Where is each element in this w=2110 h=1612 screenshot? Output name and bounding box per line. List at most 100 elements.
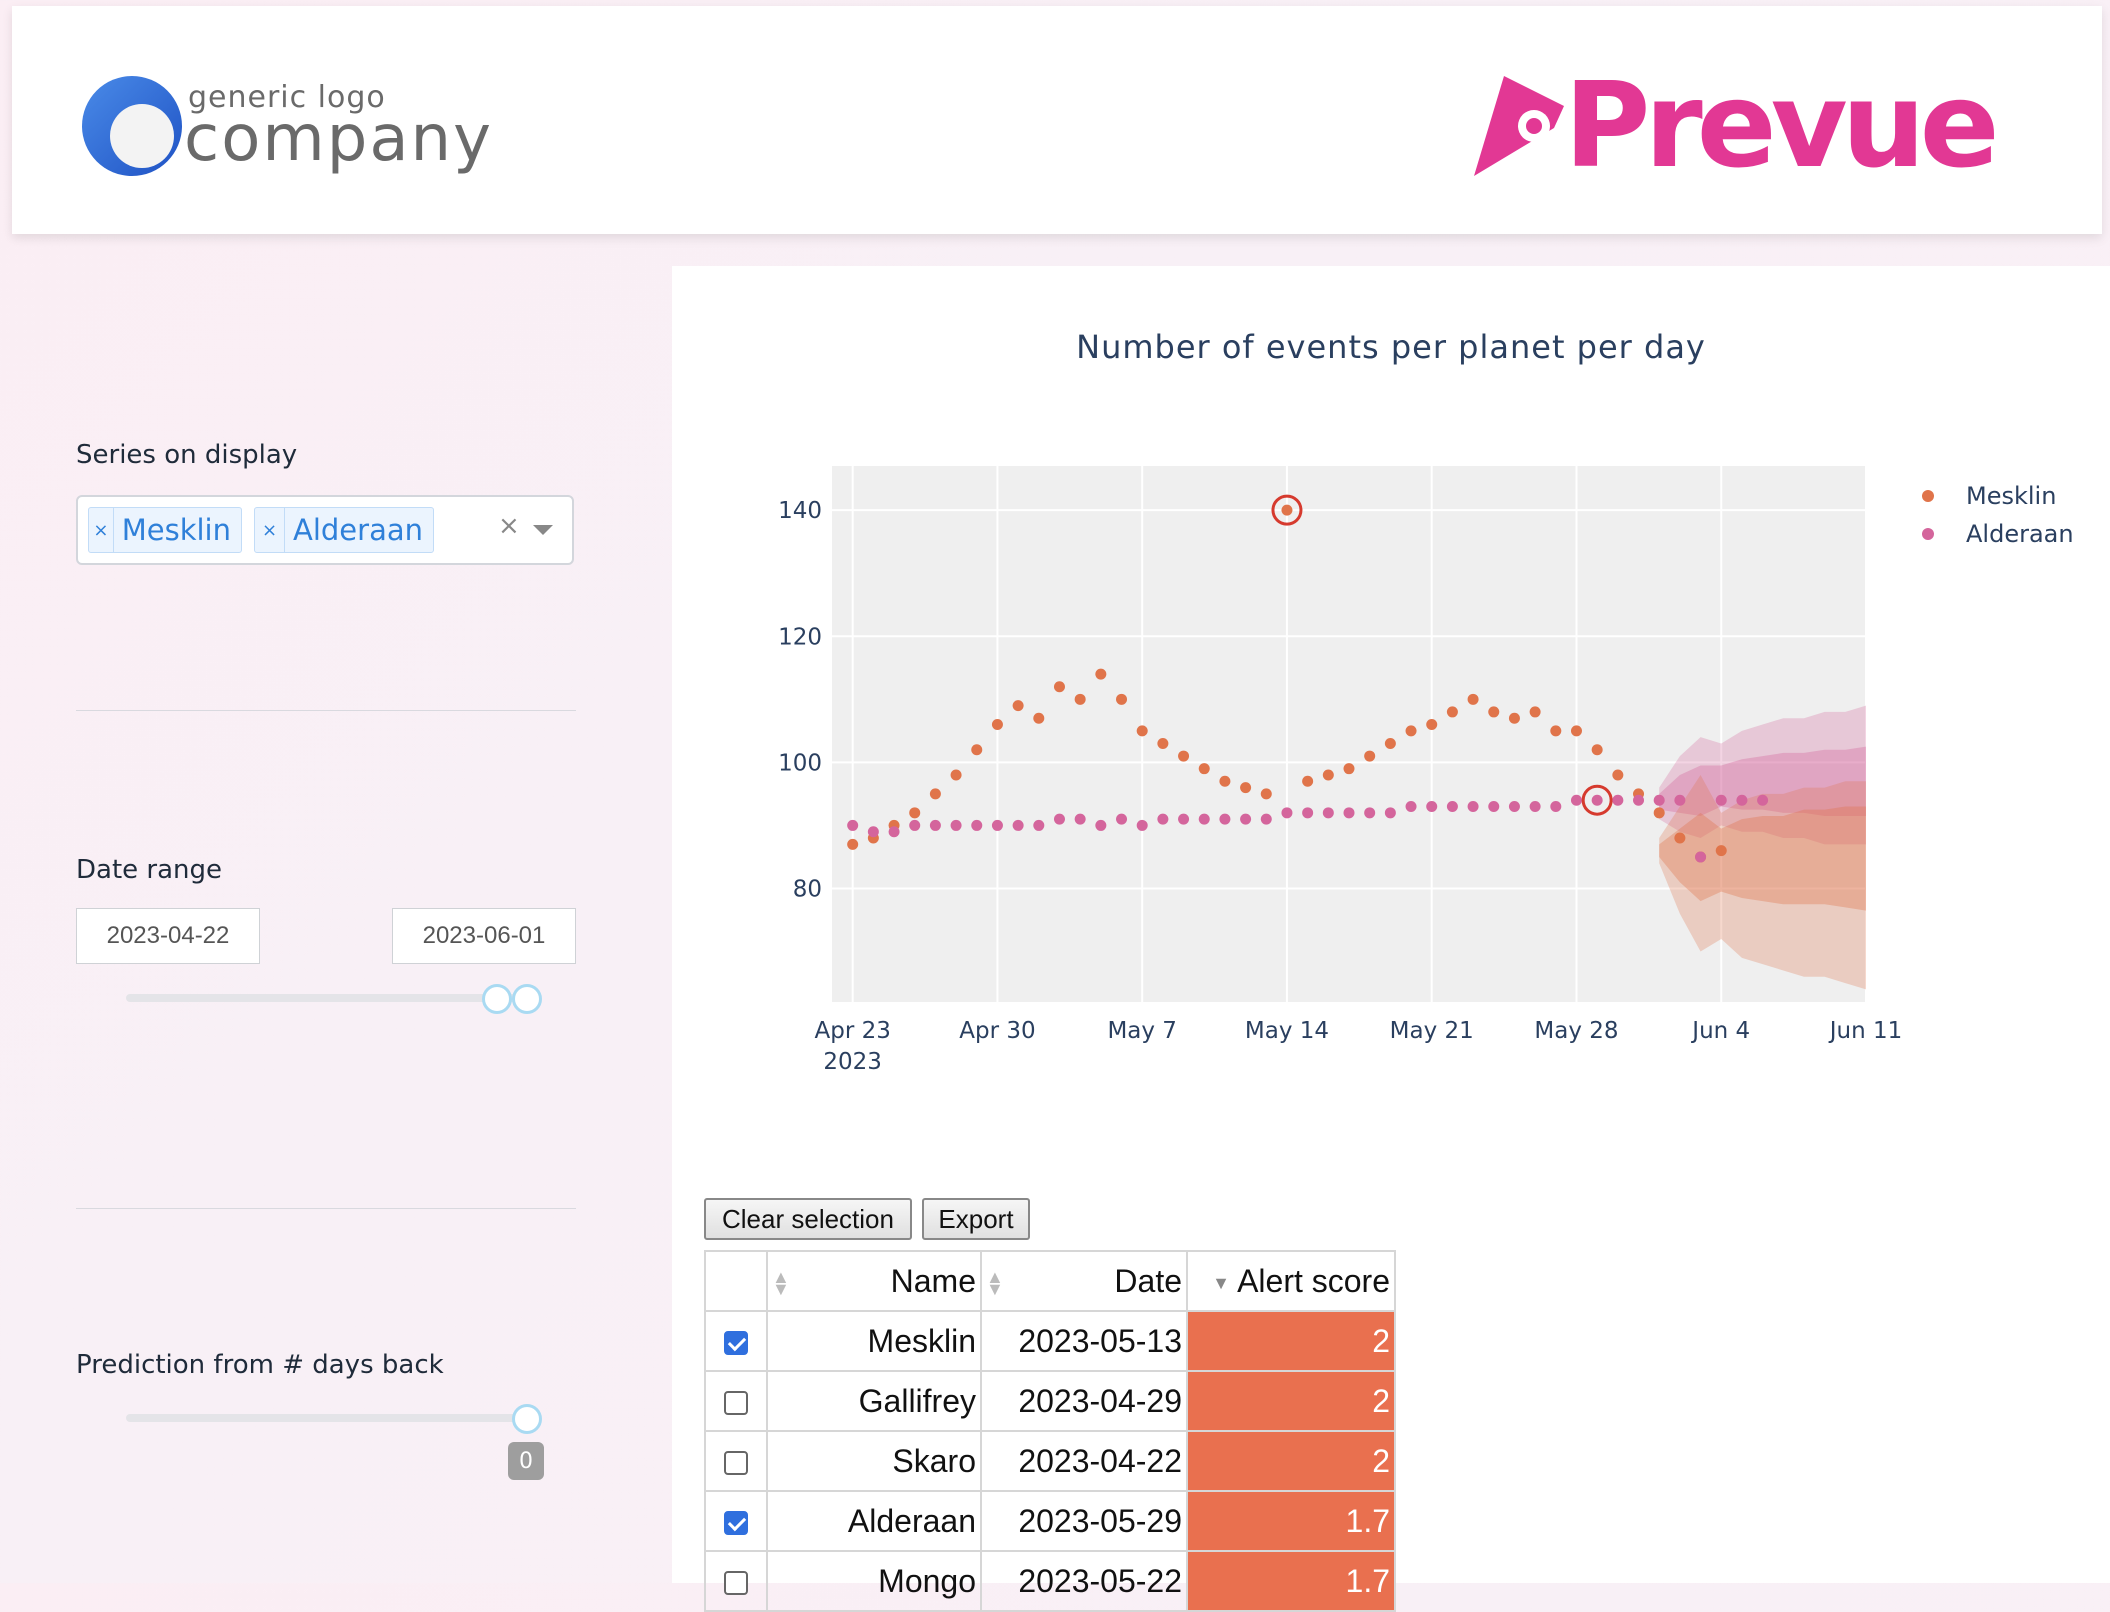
date-range-label: Date range [76,855,223,885]
data-point [1343,763,1355,775]
legend-label: Alderaan [1966,520,2074,548]
data-point [1157,737,1169,749]
data-point [1178,813,1190,825]
divider [76,1208,576,1209]
data-point [1550,725,1562,737]
remove-tag-icon[interactable]: × [255,508,285,552]
events-chart[interactable]: Apr 23 2023 Apr 30 May 7 May 14 May 21 May 28 J… [672,266,2110,1096]
table-row[interactable]: Alderaan 2023-05-29 1.7 [704,1490,1396,1552]
date-range-slider[interactable] [126,994,530,1002]
data-point [1612,769,1624,781]
table-row[interactable]: Skaro 2023-04-22 2 [704,1430,1396,1492]
data-point [909,807,921,819]
date-range-end-handle[interactable] [512,984,542,1014]
data-point [1116,693,1128,705]
alert-score-cell: 2 [1186,1430,1396,1492]
clear-all-icon[interactable]: × [498,511,520,541]
logo-company-name: company [184,102,493,176]
row-checkbox[interactable] [724,1391,748,1416]
row-checkbox[interactable] [724,1451,748,1476]
chevron-down-icon[interactable] [533,525,553,535]
date-end-input[interactable]: 2023-06-01 [392,908,576,964]
remove-tag-icon[interactable]: × [89,508,114,552]
forecast-band-inner [1659,806,1866,911]
clear-selection-button[interactable]: Clear selection [704,1198,912,1240]
row-checkbox[interactable] [724,1331,748,1356]
forecast-band-outer [1659,705,1866,845]
sort-icon[interactable]: ▲ ▼ [772,1266,790,1299]
date-cell: 2023-05-13 [980,1310,1188,1372]
data-point [1302,775,1314,787]
data-point [1281,504,1293,516]
data-point [1012,700,1024,712]
series-tag-label: Mesklin [121,513,231,547]
date-start-input[interactable]: 2023-04-22 [76,908,260,964]
series-label: Series on display [76,440,298,470]
x-tick-label: May 28 [1534,1018,1618,1044]
sort-desc-icon[interactable]: ▼ [1212,1273,1230,1294]
data-point [1570,725,1582,737]
data-point [929,819,941,831]
x-tick-label: May 7 [1107,1018,1177,1044]
data-point [1074,813,1086,825]
data-point [1674,794,1686,806]
prediction-value-badge: 0 [508,1442,544,1480]
x-tick-label: Jun 4 [1690,1018,1750,1044]
table-row[interactable]: Gallifrey 2023-04-29 2 [704,1370,1396,1432]
series-tag-mesklin: × Mesklin [88,507,242,553]
data-point [1260,788,1272,800]
data-point [847,838,859,850]
alert-score-cell: 1.7 [1186,1490,1396,1552]
data-point [1384,737,1396,749]
table-row[interactable]: Mesklin 2023-05-13 2 [704,1310,1396,1372]
date-range-start-handle[interactable] [482,984,512,1014]
row-select-cell [704,1490,768,1552]
name-header-label: Name [890,1262,976,1299]
row-checkbox[interactable] [724,1511,748,1536]
prediction-slider-handle[interactable] [512,1404,542,1434]
data-point [1364,807,1376,819]
row-select-cell [704,1430,768,1492]
row-select-cell [704,1310,768,1372]
sort-icon[interactable]: ▲ ▼ [986,1266,1004,1299]
export-button[interactable]: Export [922,1198,1030,1240]
series-multiselect[interactable]: × Mesklin × Alderaan × [76,495,574,565]
name-cell: Gallifrey [766,1370,982,1432]
brand-play-icon [1474,76,1564,176]
row-select-cell [704,1370,768,1432]
data-point [1695,851,1707,863]
prediction-slider[interactable] [126,1414,530,1422]
app-header: generic logo company Prevue [12,6,2102,234]
data-point [1467,693,1479,705]
brand-logo: Prevue [1474,56,2064,194]
data-point [1715,845,1727,857]
x-tick-label: Apr 30 [959,1018,1035,1044]
data-point [1550,801,1562,813]
data-point [1281,807,1293,819]
table-row[interactable]: Mongo 2023-05-22 1.7 [704,1550,1396,1612]
date-column-header[interactable]: ▲ ▼ Date [980,1250,1188,1312]
row-checkbox[interactable] [724,1571,748,1596]
data-point [1219,775,1231,787]
divider [76,710,576,711]
name-cell: Mongo [766,1550,982,1612]
series-tag-alderaan: × Alderaan [254,507,434,553]
data-point [888,826,900,838]
y-tick-label: 100 [778,750,822,776]
data-point [1405,725,1417,737]
x-tick-label: Jun 11 [1828,1018,1903,1044]
data-point [1446,706,1458,718]
y-tick-label: 80 [793,876,822,902]
data-point [1033,712,1045,724]
data-point [1178,750,1190,762]
alert-score-cell: 1.7 [1186,1550,1396,1612]
name-column-header[interactable]: ▲ ▼ Name [766,1250,982,1312]
data-point [1095,668,1107,680]
data-point [1633,794,1645,806]
data-point [950,769,962,781]
plot-area [832,466,1866,1002]
data-point [1074,693,1086,705]
data-point [1715,794,1727,806]
company-logo-icon [82,76,182,176]
alert-score-column-header[interactable]: ▼ Alert score [1186,1250,1396,1312]
